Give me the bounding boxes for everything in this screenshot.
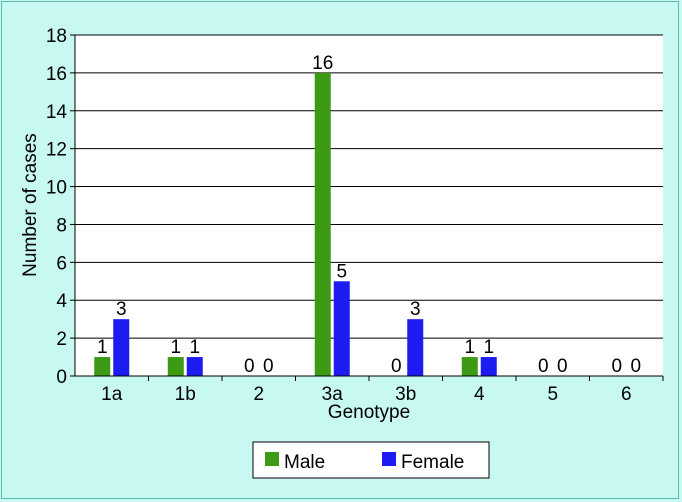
data-label-male: 0	[538, 356, 549, 377]
legend: Male Female	[252, 441, 490, 479]
bar-male	[314, 72, 331, 376]
y-tick-label: 12	[46, 140, 67, 161]
data-label-female: 0	[263, 356, 274, 377]
x-tick-label: 3b	[395, 384, 416, 405]
bar-female	[407, 319, 424, 376]
data-label-female: 3	[410, 299, 421, 320]
legend-label-female: Female	[401, 452, 464, 473]
y-tick-label: 4	[56, 291, 67, 312]
data-label-male: 0	[391, 356, 402, 377]
data-label-female: 5	[336, 261, 347, 282]
y-tick-label: 18	[46, 26, 67, 47]
x-tick-label: 4	[474, 384, 485, 405]
x-tick-label: 1a	[101, 384, 123, 405]
y-tick-label: 10	[46, 178, 67, 199]
bar-female	[333, 281, 350, 376]
x-tick-label: 6	[621, 384, 632, 405]
bar-female	[480, 357, 497, 376]
data-label-female: 0	[557, 356, 568, 377]
y-tick-label: 14	[46, 102, 68, 123]
bar-male	[94, 357, 111, 376]
legend-swatch-female	[382, 452, 396, 466]
data-label-male: 1	[170, 337, 181, 358]
data-label-female: 1	[189, 337, 200, 358]
bar-female	[186, 357, 203, 376]
data-label-female: 0	[630, 356, 641, 377]
data-label-male: 1	[97, 337, 108, 358]
data-label-female: 1	[483, 337, 494, 358]
y-tick-label: 16	[46, 64, 67, 85]
data-label-male: 1	[464, 337, 475, 358]
y-axis-ticks: 0 2 4 6 8 10 12 14 16 18	[46, 26, 75, 388]
bar-male	[461, 357, 478, 376]
legend-label-male: Male	[284, 452, 325, 473]
bar-female	[113, 319, 130, 376]
x-tick-label: 2	[253, 384, 264, 405]
x-tick-label: 5	[547, 384, 558, 405]
legend-swatch-male	[265, 452, 279, 466]
data-label-male: 0	[244, 356, 255, 377]
y-tick-label: 2	[56, 329, 67, 350]
bars	[94, 72, 497, 376]
plot-area	[75, 35, 663, 376]
y-tick-label: 0	[56, 367, 67, 388]
bar-male	[167, 357, 184, 376]
x-tick-label: 3a	[322, 384, 344, 405]
y-tick-label: 6	[56, 253, 67, 274]
y-tick-label: 8	[56, 215, 67, 236]
data-label-male: 16	[312, 53, 333, 74]
x-axis-ticks: 1a 1b 2 3a 3b 4 5 6	[101, 376, 664, 405]
data-label-female: 3	[116, 299, 127, 320]
y-axis-title: Number of cases	[20, 133, 41, 277]
x-tick-label: 1b	[175, 384, 196, 405]
gridlines	[75, 34, 663, 339]
x-axis-title: Genotype	[328, 402, 410, 423]
data-label-male: 0	[611, 356, 622, 377]
legend-box	[252, 441, 490, 479]
